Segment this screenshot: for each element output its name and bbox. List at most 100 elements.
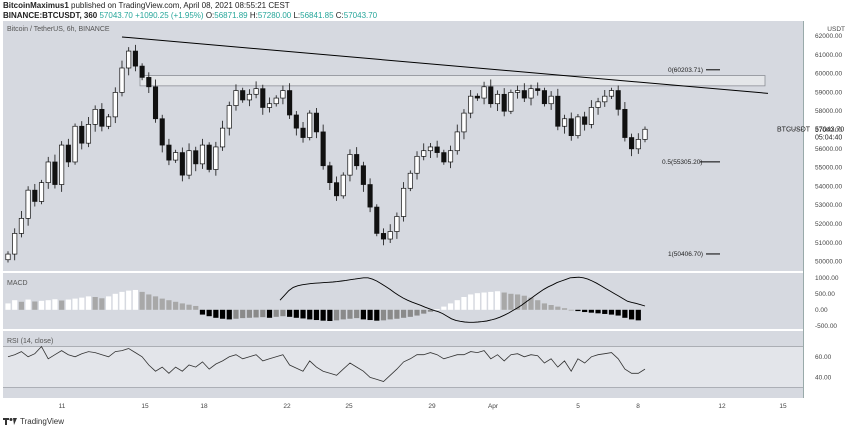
macd-histogram-bar bbox=[421, 309, 427, 314]
symbol-line: BINANCE:BTCUSDT, 360 57043.70 +1090.25 (… bbox=[3, 11, 377, 21]
macd-histogram-bar bbox=[126, 290, 132, 310]
macd-histogram-bar bbox=[112, 293, 118, 310]
candle-up bbox=[280, 90, 286, 99]
price-axis-tick: 50000.00 bbox=[815, 259, 842, 266]
candle-up bbox=[461, 112, 467, 133]
macd-histogram-bar bbox=[333, 309, 340, 321]
price-axis-tick: 58000.00 bbox=[815, 108, 842, 115]
rsi-axis-tick: 40.00 bbox=[815, 374, 832, 381]
price-axis-tick: 61000.00 bbox=[815, 52, 842, 59]
candle-down bbox=[139, 65, 145, 78]
publish-line: BitcoinMaximus1 published on TradingView… bbox=[3, 1, 290, 11]
macd-histogram-bar bbox=[380, 309, 387, 321]
low-label: L: bbox=[293, 11, 301, 20]
price-axis-tick: 60000.00 bbox=[815, 71, 842, 78]
candle-up bbox=[454, 131, 460, 152]
candle-up bbox=[273, 97, 279, 105]
macd-histogram-bar bbox=[595, 309, 601, 314]
symbol-name: BINANCE:BTCUSDT, 360 bbox=[3, 11, 98, 20]
candle-down bbox=[206, 144, 212, 170]
rsi-axis-tick: 60.00 bbox=[815, 354, 832, 361]
macd-histogram-bar bbox=[501, 292, 507, 310]
candle-down bbox=[354, 154, 360, 167]
macd-histogram-bar bbox=[38, 300, 45, 310]
candle-up bbox=[92, 108, 98, 125]
macd-histogram-bar bbox=[615, 309, 621, 316]
macd-histogram-bar bbox=[213, 309, 219, 318]
candle-down bbox=[159, 118, 165, 146]
macd-histogram-bar bbox=[253, 309, 259, 318]
candle-up bbox=[595, 101, 601, 108]
macd-histogram-bar bbox=[307, 309, 313, 320]
macd-histogram-bar bbox=[52, 299, 58, 310]
macd-histogram-bar bbox=[72, 298, 78, 310]
macd-histogram-bar bbox=[18, 301, 25, 310]
macd-histogram-bar bbox=[628, 309, 635, 320]
macd-histogram-bar bbox=[79, 297, 85, 310]
resistance-zone[interactable] bbox=[139, 75, 766, 87]
macd-histogram-bar bbox=[454, 300, 460, 310]
candle-up bbox=[220, 127, 226, 148]
macd-histogram-bar bbox=[354, 309, 360, 319]
macd-histogram-bar bbox=[5, 303, 11, 310]
candle-up bbox=[186, 150, 192, 176]
time-axis-tick: 25 bbox=[345, 403, 353, 410]
candle-up bbox=[106, 116, 112, 127]
macd-histogram-bar bbox=[166, 300, 172, 310]
candle-up bbox=[561, 118, 568, 127]
candle-up bbox=[528, 88, 534, 99]
macd-histogram-bar bbox=[427, 309, 434, 312]
candle-down bbox=[541, 90, 547, 105]
macd-signal-line bbox=[279, 276, 646, 323]
macd-histogram-bar bbox=[555, 306, 561, 310]
high-value: 57280.00 bbox=[257, 11, 292, 20]
macd-histogram-bar bbox=[568, 309, 574, 311]
candle-up bbox=[233, 90, 239, 106]
time-axis-tick: 11 bbox=[59, 403, 66, 410]
candle-down bbox=[374, 206, 380, 234]
currency-label: USDT bbox=[827, 26, 845, 33]
candle-up bbox=[12, 233, 18, 255]
footer-brand: TradingView bbox=[20, 417, 65, 426]
high-label: H: bbox=[249, 11, 258, 20]
macd-histogram-bar bbox=[193, 305, 199, 310]
author-name[interactable]: BitcoinMaximus1 bbox=[3, 1, 69, 10]
candle-up bbox=[85, 124, 92, 144]
macd-histogram-bar bbox=[401, 309, 407, 318]
candle-up bbox=[642, 128, 648, 140]
candle-up bbox=[45, 161, 51, 184]
time-axis-tick: 15 bbox=[141, 403, 149, 410]
macd-histogram-bar bbox=[528, 297, 534, 310]
macd-histogram-bar bbox=[266, 309, 273, 318]
footer: TradingView bbox=[3, 417, 64, 426]
candle-down bbox=[79, 125, 85, 144]
candle-down bbox=[535, 88, 541, 91]
macd-histogram-bar bbox=[273, 309, 279, 317]
descending-trendline[interactable] bbox=[121, 36, 769, 94]
candle-up bbox=[602, 95, 608, 103]
candle-up bbox=[608, 90, 615, 97]
macd-histogram-bar bbox=[367, 309, 373, 321]
candle-up bbox=[394, 216, 400, 232]
candle-up bbox=[226, 105, 232, 129]
last-price: 57043.70 bbox=[99, 11, 133, 20]
candle-down bbox=[179, 152, 185, 176]
candle-up bbox=[635, 139, 641, 150]
time-axis-tick: 29 bbox=[428, 403, 436, 410]
macd-histogram-bar bbox=[152, 296, 159, 310]
close-label: C: bbox=[335, 11, 344, 20]
price-axis-tick: 56000.00 bbox=[815, 146, 842, 153]
price-axis-border bbox=[803, 21, 804, 398]
candle-up bbox=[481, 86, 487, 99]
macd-histogram-bar bbox=[287, 309, 293, 317]
macd-histogram-bar bbox=[548, 305, 554, 310]
macd-histogram-bar bbox=[608, 309, 615, 315]
candle-down bbox=[99, 108, 105, 127]
candle-down bbox=[52, 161, 58, 185]
candle-up bbox=[515, 90, 521, 93]
candle-down bbox=[293, 114, 299, 129]
macd-histogram-bar bbox=[159, 298, 165, 310]
price-axis-tick: 62000.00 bbox=[815, 33, 842, 40]
